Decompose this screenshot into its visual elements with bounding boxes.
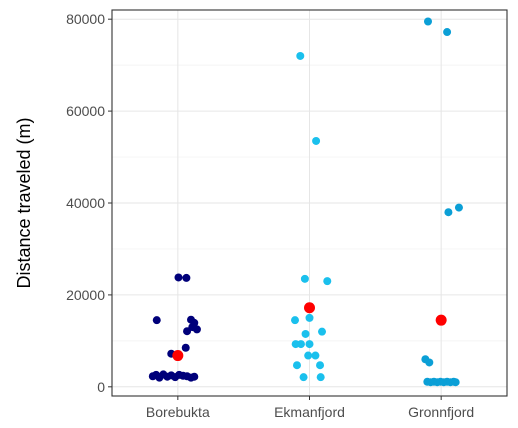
grid [112, 10, 507, 396]
data-point [292, 361, 301, 370]
data-point [305, 313, 314, 322]
mean-marker [435, 314, 447, 326]
data-point [451, 378, 460, 387]
data-point [444, 208, 453, 217]
y-tick-label: 40000 [66, 195, 105, 211]
data-point [424, 17, 432, 26]
data-points [148, 17, 463, 387]
y-tick-label: 80000 [66, 11, 105, 27]
y-tick-label: 0 [97, 379, 105, 395]
data-point [425, 358, 434, 367]
data-point [454, 203, 463, 212]
x-tick-label: Borebukta [146, 404, 210, 420]
data-point [152, 316, 161, 325]
data-point [296, 340, 305, 349]
data-point [312, 136, 321, 145]
data-point [323, 277, 332, 286]
x-tick-label: Gronnfjord [408, 404, 474, 420]
data-point [443, 28, 452, 37]
data-point [304, 351, 313, 360]
data-point [316, 361, 325, 370]
data-point [190, 318, 199, 327]
x-tick-label: Ekmanfjord [274, 404, 345, 420]
data-point [174, 273, 183, 282]
data-point [190, 372, 199, 381]
data-point [301, 329, 310, 338]
axes: 0 20000 40000 60000 80000 Borebukta Ekmanfjord… [66, 11, 474, 420]
data-point [316, 373, 325, 382]
y-tick-label: 20000 [66, 287, 105, 303]
y-axis-title: Distance traveled (m) [14, 117, 34, 288]
data-point [182, 273, 191, 282]
data-point [291, 316, 300, 325]
data-point [192, 325, 201, 334]
data-point [318, 327, 327, 336]
mean-marker [172, 350, 184, 362]
data-point [300, 274, 309, 283]
data-point [311, 351, 320, 360]
data-point [181, 343, 190, 352]
data-point [296, 51, 305, 60]
data-point [305, 340, 314, 349]
mean-marker [304, 302, 315, 314]
y-tick-label: 60000 [66, 103, 105, 119]
data-point [299, 373, 308, 382]
